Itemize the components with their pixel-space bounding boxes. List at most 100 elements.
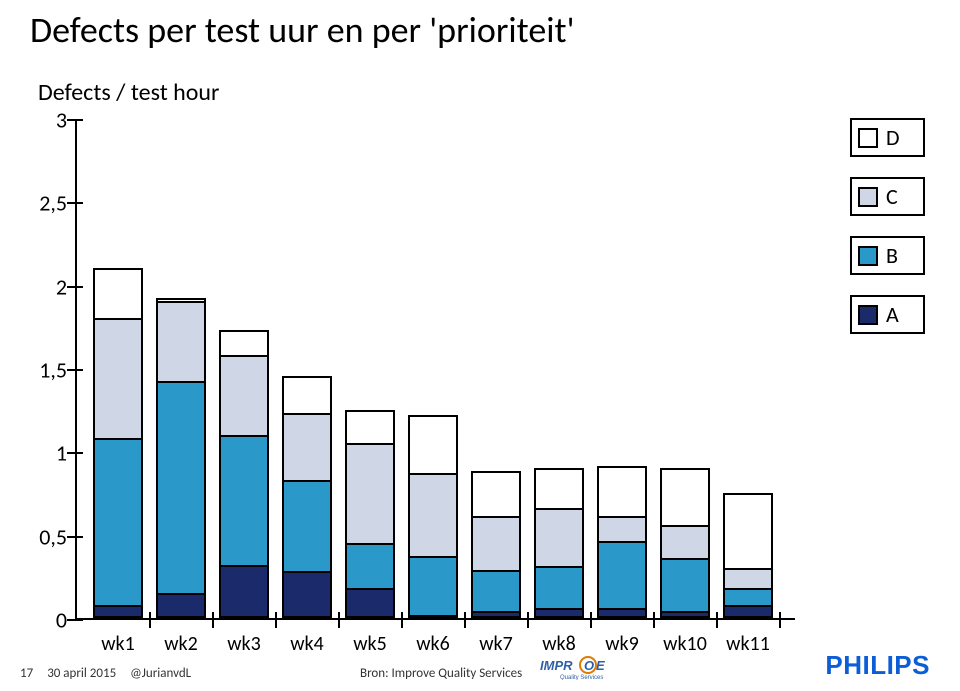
bar-wk1 [93,268,143,618]
x-tick-label: wk1 [101,632,135,656]
x-tick-label: wk8 [542,632,576,656]
legend-swatch [858,305,878,325]
x-axis [75,618,795,620]
bar-wk6 [408,415,458,618]
bar-seg-A [93,605,143,618]
footer: 17 30 april 2015 @JurianvdL [20,666,191,681]
x-tick [149,612,151,628]
bar-wk7 [471,471,521,618]
bar-seg-B [345,543,395,588]
bar-seg-B [534,566,584,608]
bar-seg-C [408,473,458,556]
x-tick-label: wk2 [164,632,198,656]
legend-swatch [858,128,878,148]
bar-seg-B [723,588,773,605]
legend-swatch [858,246,878,266]
bar-seg-B [597,541,647,608]
bar-seg-D [471,471,521,516]
bar-seg-A [345,588,395,618]
page-title: Defects per test uur en per 'prioriteit' [30,8,575,52]
bar-wk9 [597,466,647,618]
bar-seg-D [408,415,458,473]
y-tick-label: 1 [27,440,67,467]
bar-seg-A [219,565,269,618]
x-tick-label: wk11 [726,632,770,656]
x-tick [464,612,466,628]
legend-label: B [886,242,898,269]
bar-seg-B [93,438,143,605]
bar-seg-C [156,301,206,381]
y-tick [67,536,83,538]
bar-wk8 [534,468,584,618]
svg-text:O: O [584,658,594,673]
slide: Defects per test uur en per 'prioriteit'… [0,0,960,691]
bar-wk2 [156,298,206,618]
bar-seg-D [723,493,773,568]
bar-wk10 [660,468,710,618]
bar-seg-D [534,468,584,508]
y-tick-label: 0,5 [27,523,67,550]
svg-text:Quality Services: Quality Services [560,675,603,680]
bar-seg-C [723,568,773,588]
bar-seg-C [534,508,584,566]
y-tick-label: 2 [27,273,67,300]
legend-label: A [886,301,899,328]
y-tick [67,202,83,204]
bar-seg-D [93,268,143,318]
footer-handle: @JurianvdL [130,666,191,681]
philips-logo: PHILIPS [825,650,930,681]
y-axis-title: Defects / test hour [38,78,219,107]
x-tick [653,612,655,628]
y-tick [67,119,83,121]
bar-seg-B [156,381,206,593]
bar-seg-A [534,608,584,618]
svg-text:E: E [596,658,605,673]
x-tick [590,612,592,628]
bar-seg-A [723,605,773,618]
x-tick [275,612,277,628]
x-tick-label: wk7 [479,632,513,656]
bar-wk4 [282,376,332,618]
legend: DCB A [850,118,925,354]
bar-seg-B [660,558,710,611]
bar-seg-D [156,298,206,301]
legend-item: B [850,236,925,275]
bar-seg-C [597,516,647,541]
x-tick [401,612,403,628]
x-tick-label: wk10 [663,632,707,656]
bar-wk5 [345,410,395,618]
bar-seg-B [219,435,269,565]
source-attribution: Bron: Improve Quality Services [360,666,522,681]
legend-item: C [850,177,925,216]
bar-wk11 [723,493,773,618]
bar-seg-C [282,413,332,480]
legend-item: A [850,295,925,334]
bar-seg-A [660,611,710,618]
y-tick-label: 0 [27,607,67,634]
bar-seg-A [156,593,206,618]
bar-seg-A [471,611,521,618]
svg-text:IMPR: IMPR [540,658,573,673]
x-tick-label: wk5 [353,632,387,656]
x-tick [527,612,529,628]
y-tick-label: 1,5 [27,357,67,384]
bar-seg-D [660,468,710,525]
bar-seg-C [219,355,269,435]
y-tick [67,619,83,621]
bar-seg-D [282,376,332,413]
bar-seg-A [597,608,647,618]
y-tick [67,452,83,454]
bar-seg-B [282,480,332,572]
bar-seg-C [471,516,521,569]
legend-swatch [858,187,878,207]
bar-seg-B [408,556,458,614]
x-tick [338,612,340,628]
y-tick [67,369,83,371]
bar-seg-C [345,443,395,543]
x-tick [212,612,214,628]
bar-seg-A [282,571,332,618]
slide-number: 17 [20,666,33,681]
bar-wk3 [219,330,269,618]
y-tick-label: 2,5 [27,190,67,217]
legend-label: D [886,124,900,151]
